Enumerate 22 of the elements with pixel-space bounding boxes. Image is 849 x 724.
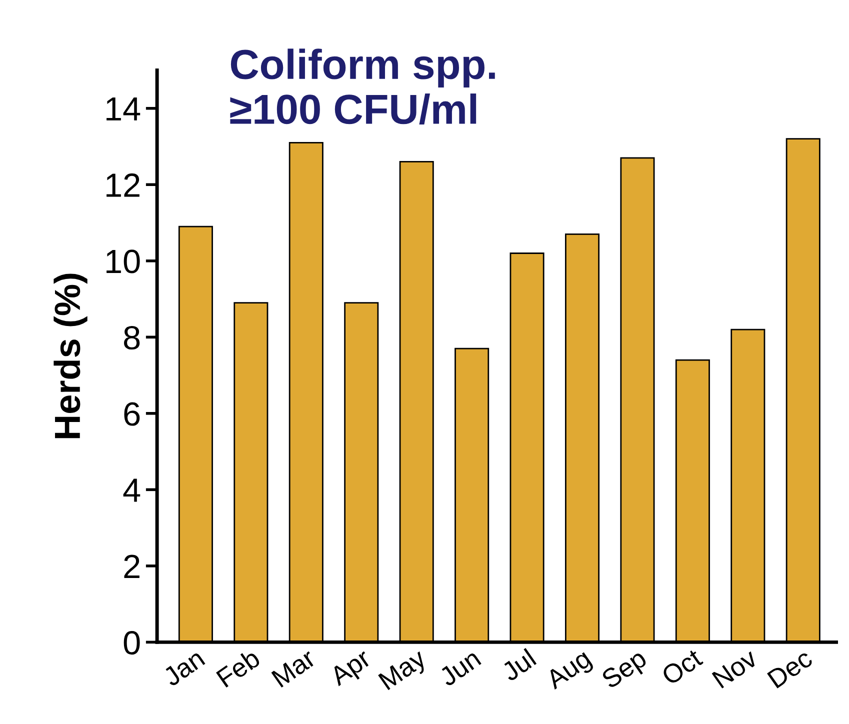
- y-tick-label: 6: [124, 402, 140, 426]
- y-axis-title: Herds (%): [54, 274, 88, 438]
- x-tick-label: Nov: [712, 648, 759, 689]
- x-tick-label: Oct: [660, 648, 704, 686]
- y-tick-label: 4: [123, 478, 140, 502]
- y-tick-label: 8: [124, 326, 140, 350]
- x-tick-label: Jan: [162, 648, 206, 688]
- x-tick-label: Jun: [438, 648, 482, 688]
- y-tick-label: 10: [106, 250, 140, 274]
- x-tick-label: Jul: [500, 648, 537, 682]
- x-tick-label: Feb: [215, 648, 262, 688]
- x-tick-label: Aug: [544, 648, 595, 694]
- y-tick-label: 0: [124, 630, 140, 655]
- y-tick-label: 2: [124, 554, 140, 578]
- x-tick-label: Sep: [600, 648, 651, 694]
- y-tick-label: 14: [106, 98, 140, 120]
- x-tick-label: Mar: [271, 648, 317, 688]
- x-tick-label: May: [378, 648, 431, 695]
- chart-title: Coliform spp. ≥100 CFU/ml: [230, 48, 495, 125]
- x-tick-label: Apr: [328, 648, 376, 691]
- y-tick-label: 12: [106, 173, 140, 197]
- x-tick-label: Dec: [767, 648, 814, 689]
